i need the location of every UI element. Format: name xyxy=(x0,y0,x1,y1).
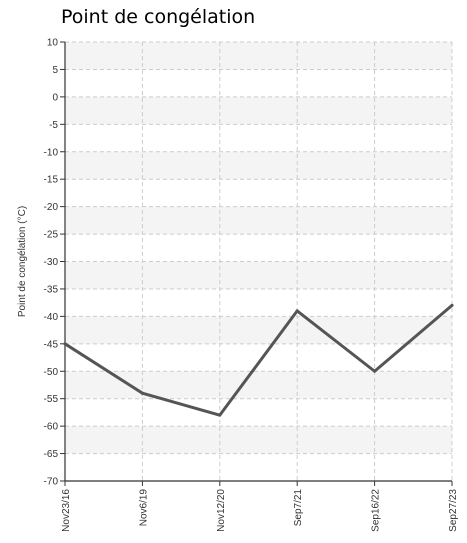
x-tick-label: Nov12/20 xyxy=(216,489,227,532)
y-tick-label: -55 xyxy=(44,394,59,405)
y-tick-label: 10 xyxy=(47,38,59,49)
data-point xyxy=(218,413,222,417)
y-tick-label: -15 xyxy=(44,175,59,186)
background-band xyxy=(65,42,452,70)
y-tick-label: -40 xyxy=(44,312,59,323)
y-axis-label: Point de congélation (°C) xyxy=(17,206,28,317)
data-point xyxy=(63,342,67,346)
y-tick-label: -70 xyxy=(44,477,59,488)
background-band xyxy=(65,261,452,289)
background-band xyxy=(65,151,452,180)
background-bands xyxy=(65,42,452,454)
y-tick-label: -50 xyxy=(44,367,59,378)
background-band xyxy=(65,206,452,235)
x-tick-label: Sep16/22 xyxy=(371,489,382,532)
y-tick-label: -5 xyxy=(49,120,58,131)
x-tick-label: Nov23/16 xyxy=(61,489,72,532)
background-band xyxy=(65,426,452,454)
chart-title: Point de congélation xyxy=(61,6,256,28)
data-point xyxy=(450,303,454,307)
y-tick-label: 5 xyxy=(52,65,58,76)
data-point xyxy=(373,369,377,373)
series-line xyxy=(63,303,454,417)
y-tick-label: -65 xyxy=(44,449,59,460)
y-tick-label: -10 xyxy=(44,147,59,158)
y-tick-label: -25 xyxy=(44,230,59,241)
y-tick-label: -60 xyxy=(44,422,59,433)
y-tick-label: -45 xyxy=(44,339,59,350)
data-point xyxy=(140,391,144,395)
background-band xyxy=(65,96,452,125)
background-band xyxy=(65,316,452,344)
x-axis-ticks: Nov23/16 Nov6/19 Nov12/20 Sep7/21 Sep16/22 Se… xyxy=(61,481,459,532)
y-tick-label: -20 xyxy=(44,202,59,213)
series-layer xyxy=(63,303,454,417)
data-point xyxy=(295,309,299,313)
y-tick-label: -35 xyxy=(44,284,59,295)
background-band xyxy=(65,371,452,399)
y-axis-ticks: 10 5 0 -5 -10 -15 -20 -25 -30 -35 -40 -45 -50 -55 -60 -… xyxy=(44,38,65,488)
x-tick-label: Sep27/23 xyxy=(448,489,459,532)
x-tick-label: Sep7/21 xyxy=(293,489,304,527)
y-tick-label: -30 xyxy=(44,257,59,268)
y-tick-label: 0 xyxy=(52,92,58,103)
x-tick-label: Nov6/19 xyxy=(138,489,149,527)
